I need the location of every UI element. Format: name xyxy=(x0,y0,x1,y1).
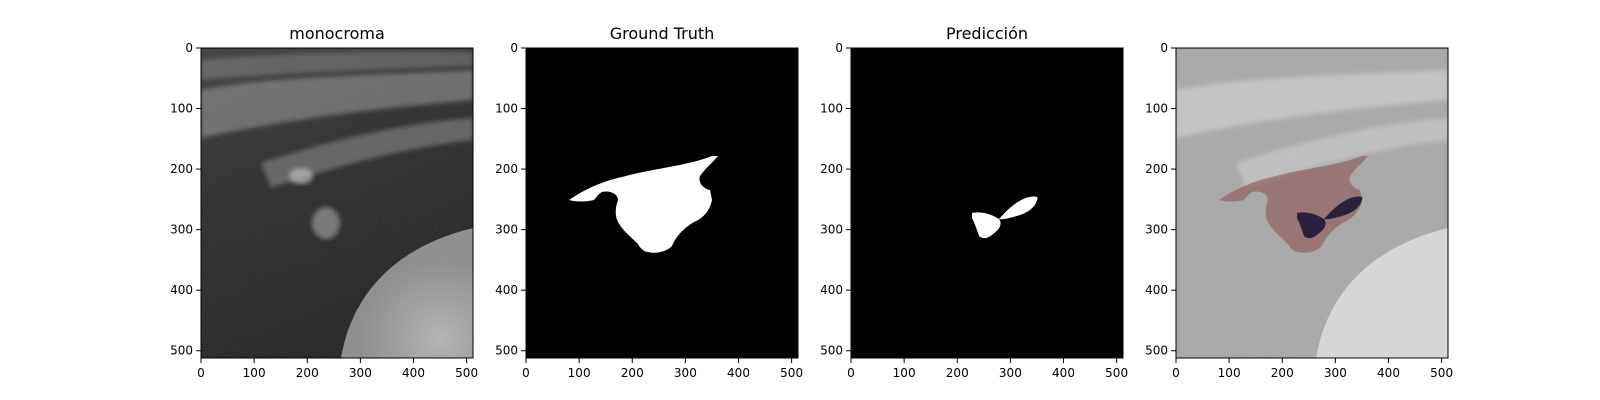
prediction-mask-left xyxy=(972,212,1001,239)
ultrasound-image xyxy=(201,48,473,358)
y-tick-label: 100 xyxy=(495,102,518,116)
ground-truth-mask xyxy=(569,156,718,253)
y-tick-label: 400 xyxy=(170,283,193,297)
x-tick-label: 200 xyxy=(296,366,319,380)
overlay-ground-truth xyxy=(1219,156,1368,253)
x-tick-label: 0 xyxy=(197,366,205,380)
y-tick-label: 0 xyxy=(510,41,518,55)
mask-background xyxy=(851,48,1123,358)
panel-title: monocroma xyxy=(289,24,385,43)
x-tick-label: 400 xyxy=(1377,366,1400,380)
overlay-image xyxy=(1176,48,1448,358)
y-tick-label: 0 xyxy=(1160,41,1168,55)
panel-titles: monocroma Ground Truth Predicción xyxy=(289,24,1028,43)
panel-title: Predicción xyxy=(946,24,1028,43)
x-tick-label: 300 xyxy=(349,366,372,380)
y-tick-label: 300 xyxy=(1145,223,1168,237)
y-tick-label: 300 xyxy=(820,223,843,237)
x-tick-label: 200 xyxy=(946,366,969,380)
y-tick-label: 100 xyxy=(820,102,843,116)
x-tick-label: 500 xyxy=(1105,366,1128,380)
y-tick-label: 400 xyxy=(495,283,518,297)
x-tick-label: 0 xyxy=(1172,366,1180,380)
y-tick-label: 500 xyxy=(170,344,193,358)
x-tick-label: 500 xyxy=(1430,366,1453,380)
x-tick-label: 100 xyxy=(243,366,266,380)
y-tick-label: 300 xyxy=(495,223,518,237)
x-tick-label: 300 xyxy=(674,366,697,380)
y-tick-label: 500 xyxy=(495,344,518,358)
prediction-mask-right xyxy=(999,196,1038,220)
y-tick-label: 200 xyxy=(495,162,518,176)
panel-monocroma xyxy=(200,47,474,359)
panel-ground-truth xyxy=(525,47,799,359)
x-tick-label: 500 xyxy=(455,366,478,380)
x-tick-label: 300 xyxy=(1324,366,1347,380)
x-tick-label: 100 xyxy=(1218,366,1241,380)
panel-overlay xyxy=(1175,47,1449,359)
axis-ticks: 0 0 100 100 200 200 300 300 400 400 500 500 0 0 100 100… xyxy=(170,41,1453,380)
x-tick-label: 0 xyxy=(522,366,530,380)
panel-title: Ground Truth xyxy=(610,24,715,43)
x-tick-label: 0 xyxy=(847,366,855,380)
x-tick-label: 100 xyxy=(893,366,916,380)
x-tick-label: 200 xyxy=(621,366,644,380)
x-tick-label: 200 xyxy=(1271,366,1294,380)
y-tick-label: 200 xyxy=(170,162,193,176)
y-tick-label: 500 xyxy=(1145,344,1168,358)
y-tick-label: 0 xyxy=(835,41,843,55)
y-tick-label: 100 xyxy=(1145,102,1168,116)
y-tick-label: 200 xyxy=(820,162,843,176)
y-tick-label: 400 xyxy=(820,283,843,297)
y-tick-label: 500 xyxy=(820,344,843,358)
x-tick-label: 400 xyxy=(727,366,750,380)
y-tick-label: 0 xyxy=(185,41,193,55)
y-tick-label: 400 xyxy=(1145,283,1168,297)
x-tick-label: 400 xyxy=(1052,366,1075,380)
x-tick-label: 300 xyxy=(999,366,1022,380)
overlay-prediction-left xyxy=(1297,212,1326,239)
y-tick-label: 100 xyxy=(170,102,193,116)
overlay-prediction-right xyxy=(1324,196,1363,220)
x-tick-label: 100 xyxy=(568,366,591,380)
y-tick-label: 200 xyxy=(1145,162,1168,176)
x-tick-label: 400 xyxy=(402,366,425,380)
x-tick-label: 500 xyxy=(780,366,803,380)
panel-prediccion xyxy=(850,47,1124,359)
y-tick-label: 300 xyxy=(170,223,193,237)
